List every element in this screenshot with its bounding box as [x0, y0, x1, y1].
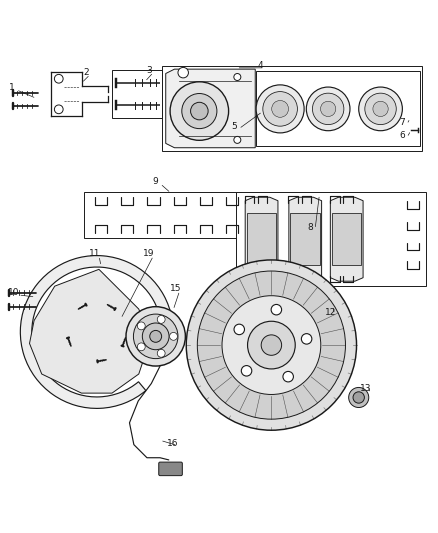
Circle shape	[138, 343, 145, 351]
Text: 3: 3	[146, 66, 152, 75]
Text: 7: 7	[399, 118, 405, 127]
Text: 5: 5	[231, 122, 237, 131]
Circle shape	[191, 102, 208, 120]
Polygon shape	[247, 213, 276, 265]
Polygon shape	[166, 69, 255, 148]
Polygon shape	[245, 197, 278, 281]
Text: 1: 1	[9, 83, 14, 92]
Bar	[162, 66, 422, 151]
Wedge shape	[20, 256, 172, 408]
Circle shape	[178, 67, 188, 78]
Text: 11: 11	[89, 249, 100, 258]
Circle shape	[198, 271, 346, 419]
Bar	[112, 70, 162, 118]
Circle shape	[321, 101, 336, 117]
Circle shape	[256, 85, 304, 133]
Circle shape	[182, 93, 217, 128]
Circle shape	[373, 101, 388, 117]
Text: 15: 15	[170, 284, 181, 293]
Circle shape	[234, 74, 241, 80]
Circle shape	[241, 366, 252, 376]
Circle shape	[349, 387, 369, 408]
Circle shape	[126, 306, 185, 366]
Text: 10: 10	[8, 288, 20, 297]
Text: 6: 6	[399, 131, 405, 140]
Polygon shape	[29, 269, 150, 393]
Circle shape	[365, 93, 396, 125]
Bar	[256, 71, 420, 147]
Circle shape	[234, 324, 244, 335]
Circle shape	[186, 260, 357, 430]
Text: 8: 8	[308, 223, 314, 232]
Circle shape	[283, 372, 293, 382]
Circle shape	[261, 335, 282, 356]
Circle shape	[263, 92, 297, 126]
Circle shape	[272, 101, 289, 117]
Circle shape	[142, 323, 169, 350]
FancyBboxPatch shape	[159, 462, 182, 475]
Text: 4: 4	[258, 61, 263, 70]
Circle shape	[401, 125, 411, 135]
Text: 9: 9	[153, 177, 159, 186]
Polygon shape	[289, 197, 321, 281]
Circle shape	[54, 105, 63, 114]
Circle shape	[170, 82, 229, 140]
Circle shape	[150, 330, 162, 342]
Circle shape	[306, 87, 350, 131]
Polygon shape	[330, 197, 363, 281]
Circle shape	[405, 114, 413, 122]
Circle shape	[301, 334, 312, 344]
Circle shape	[247, 321, 295, 369]
Circle shape	[271, 304, 282, 315]
Circle shape	[312, 93, 344, 125]
Circle shape	[54, 75, 63, 83]
Circle shape	[138, 322, 145, 330]
Text: 2: 2	[83, 68, 88, 77]
Text: 13: 13	[360, 384, 371, 393]
Text: 19: 19	[143, 249, 155, 258]
Text: 12: 12	[325, 308, 336, 317]
Circle shape	[157, 316, 165, 324]
Circle shape	[134, 314, 178, 359]
Bar	[237, 192, 426, 286]
Circle shape	[359, 87, 403, 131]
Polygon shape	[290, 213, 320, 265]
Polygon shape	[332, 213, 361, 265]
Bar	[84, 192, 241, 238]
Circle shape	[170, 333, 177, 340]
Circle shape	[157, 349, 165, 357]
Circle shape	[353, 392, 364, 403]
Text: 16: 16	[167, 439, 179, 448]
Circle shape	[234, 136, 241, 143]
Circle shape	[222, 296, 321, 394]
